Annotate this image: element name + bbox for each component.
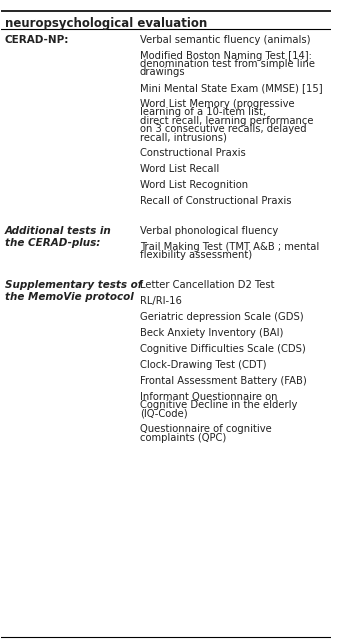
Text: learning of a 10-item list,: learning of a 10-item list, <box>140 107 266 117</box>
Text: neuropsychological evaluation: neuropsychological evaluation <box>5 17 207 30</box>
Text: RL/RI-16: RL/RI-16 <box>140 296 181 306</box>
Text: Trail Making Test (TMT A&B ; mental: Trail Making Test (TMT A&B ; mental <box>140 242 319 252</box>
Text: Recall of Constructional Praxis: Recall of Constructional Praxis <box>140 196 291 206</box>
Text: Constructional Praxis: Constructional Praxis <box>140 148 245 159</box>
Text: on 3 consecutive recalls, delayed: on 3 consecutive recalls, delayed <box>140 124 306 134</box>
Text: Word List Recall: Word List Recall <box>140 164 219 175</box>
Text: Supplementary tests of
the MemoVie protocol: Supplementary tests of the MemoVie proto… <box>5 280 142 302</box>
Text: Modified Boston Naming Test [14]:: Modified Boston Naming Test [14]: <box>140 51 312 60</box>
Text: (IQ-Code): (IQ-Code) <box>140 408 187 419</box>
Text: Geriatric depression Scale (GDS): Geriatric depression Scale (GDS) <box>140 312 303 322</box>
Text: Questionnaire of cognitive: Questionnaire of cognitive <box>140 424 271 435</box>
Text: Word List Memory (progressive: Word List Memory (progressive <box>140 100 294 109</box>
Text: Additional tests in
the CERAD-plus:: Additional tests in the CERAD-plus: <box>5 226 111 248</box>
Text: drawings: drawings <box>140 67 185 77</box>
Text: Frontal Assessment Battery (FAB): Frontal Assessment Battery (FAB) <box>140 376 306 386</box>
Text: Verbal phonological fluency: Verbal phonological fluency <box>140 226 278 236</box>
Text: direct recall, learning performance: direct recall, learning performance <box>140 116 313 126</box>
Text: Letter Cancellation D2 Test: Letter Cancellation D2 Test <box>140 280 274 290</box>
Text: flexibility assessment): flexibility assessment) <box>140 250 252 260</box>
Text: Verbal semantic fluency (animals): Verbal semantic fluency (animals) <box>140 35 310 45</box>
Text: Cognitive Decline in the elderly: Cognitive Decline in the elderly <box>140 400 297 410</box>
Text: Mini Mental State Exam (MMSE) [15]: Mini Mental State Exam (MMSE) [15] <box>140 83 322 93</box>
Text: Word List Recognition: Word List Recognition <box>140 180 248 191</box>
Text: Informant Questionnaire on: Informant Questionnaire on <box>140 392 277 402</box>
Text: Clock-Drawing Test (CDT): Clock-Drawing Test (CDT) <box>140 360 266 370</box>
Text: Cognitive Difficulties Scale (CDS): Cognitive Difficulties Scale (CDS) <box>140 344 305 354</box>
Text: Beck Anxiety Inventory (BAI): Beck Anxiety Inventory (BAI) <box>140 328 283 338</box>
Text: recall, intrusions): recall, intrusions) <box>140 132 226 143</box>
Text: denomination test from simple line: denomination test from simple line <box>140 59 315 69</box>
Text: complaints (QPC): complaints (QPC) <box>140 433 226 443</box>
Text: CERAD-NP:: CERAD-NP: <box>5 35 69 45</box>
